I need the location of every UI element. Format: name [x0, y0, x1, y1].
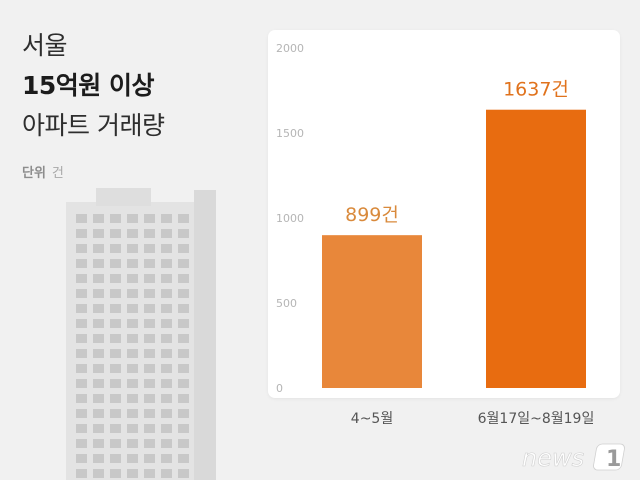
unit-label: 단위 [22, 166, 46, 181]
y-tick-label: 500 [276, 297, 297, 310]
unit-note: 단위 건 [22, 162, 64, 181]
title-line-subject: 아파트 거래량 [22, 111, 165, 140]
y-tick-label: 1000 [276, 212, 304, 225]
data-label: 899건 [345, 204, 399, 226]
x-category-label: 4~5월 [350, 411, 394, 427]
title-line-price: 15억원 이상 [22, 71, 155, 100]
apartment-building-illustration [66, 188, 216, 480]
bar-chart: 0 500 1000 1500 2000 899건 1637건 [276, 42, 586, 395]
svg-text:1: 1 [606, 447, 621, 472]
title-block: 서울 15억원 이상 아파트 거래량 [22, 26, 165, 146]
y-tick-label: 2000 [276, 42, 304, 55]
title-line-city: 서울 [22, 31, 68, 60]
bar [322, 235, 422, 388]
x-category-label: 6월17일~8월19일 [477, 411, 595, 427]
bar [486, 109, 586, 389]
data-label: 1637건 [503, 79, 569, 101]
y-tick-label: 1500 [276, 127, 304, 140]
svg-text:news: news [522, 444, 584, 472]
unit-value: 건 [51, 166, 64, 181]
y-tick-label: 0 [276, 382, 283, 395]
chart-card: 0 500 1000 1500 2000 899건 1637건 [268, 30, 620, 398]
news1-logo: news 1 [522, 443, 625, 472]
